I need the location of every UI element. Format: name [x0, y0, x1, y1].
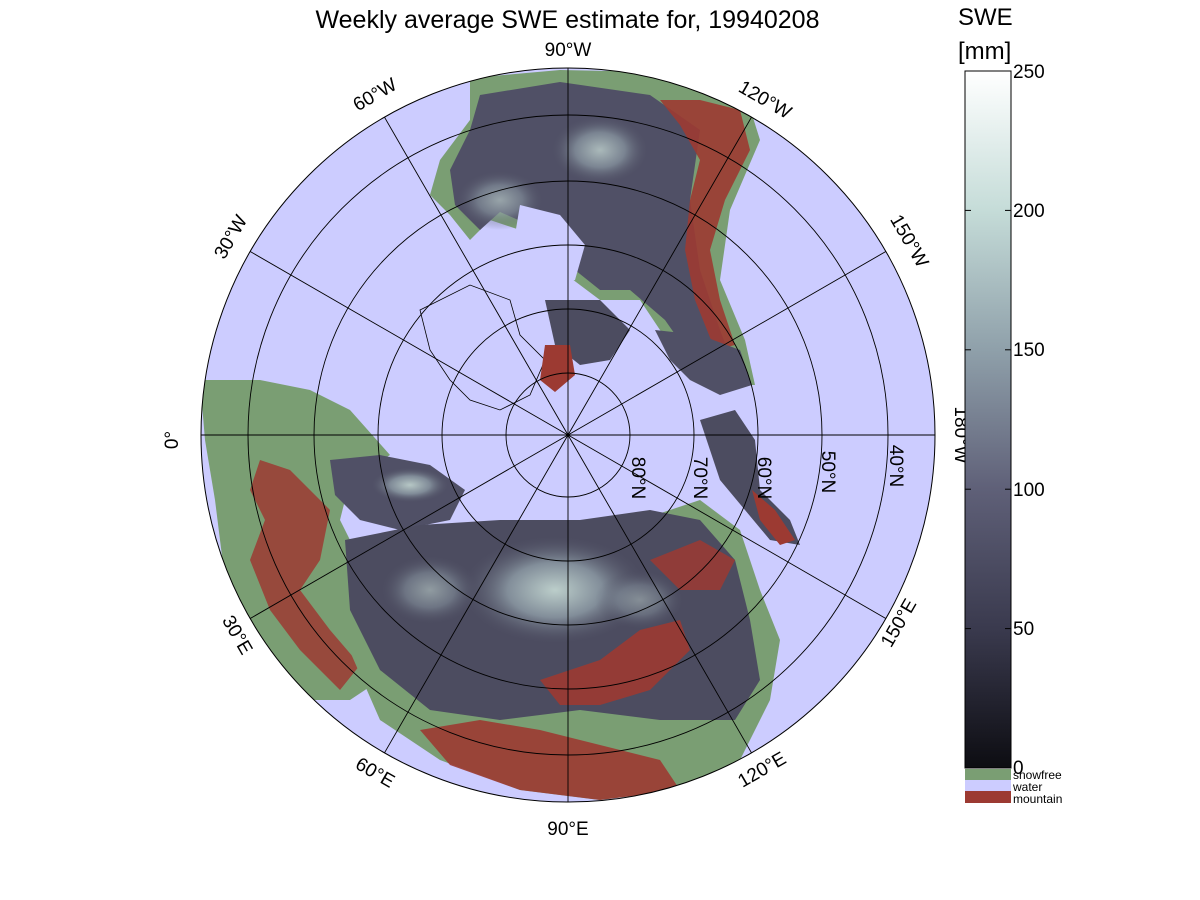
colorbar-unit: [mm] — [958, 38, 1012, 65]
colorbar-tick-200: 200 — [1013, 201, 1045, 222]
legend-label-snowfree: snowfree — [1013, 768, 1062, 782]
lat-label-80n: 80°N — [627, 457, 648, 499]
map-title: Weekly average SWE estimate for, 1994020… — [315, 6, 820, 34]
asia-mountain-2 — [420, 720, 680, 800]
lat-label-60n: 60°N — [753, 457, 774, 499]
legend-swatch-snowfree — [965, 769, 1011, 780]
lon-label-0: 0° — [162, 431, 183, 449]
colorbar-ticks — [965, 70, 1011, 630]
lat-label-40n: 40°N — [885, 445, 906, 487]
north-america-snow — [450, 82, 735, 370]
graticule — [201, 68, 935, 802]
lon-label-90w: 90°W — [545, 40, 592, 61]
colorbar-tick-100: 100 — [1013, 480, 1045, 501]
asia-mountain-1 — [540, 620, 690, 705]
colorbar-tick-0: 0 — [1013, 758, 1024, 779]
map-boundary — [200, 67, 936, 803]
legend-label-mountain: mountain — [1013, 792, 1062, 806]
lon-label-90e: 90°E — [547, 819, 588, 840]
alaska — [655, 330, 752, 395]
kamchatka-mountain — [752, 490, 795, 545]
colorbar-title: SWE — [958, 4, 1013, 31]
colorbar-tick-250: 250 — [1013, 62, 1045, 83]
asia-mountain-3 — [650, 540, 735, 590]
colorbar-gradient — [964, 70, 1012, 769]
rockies-mountains — [660, 100, 750, 350]
greenland — [419, 284, 546, 411]
greenland-mountain — [540, 345, 575, 392]
lat-label-50n: 50°N — [817, 451, 838, 493]
legend-swatch-water — [965, 780, 1011, 791]
hudson-bay — [515, 205, 585, 285]
legend-swatch-mountain — [965, 791, 1011, 803]
lat-label-70n: 70°N — [689, 457, 710, 499]
colorbar-tick-150: 150 — [1013, 340, 1045, 361]
europe-mountain-1 — [250, 460, 360, 690]
legend-label-water: water — [1012, 780, 1042, 794]
colorbar-tick-50: 50 — [1013, 619, 1034, 640]
